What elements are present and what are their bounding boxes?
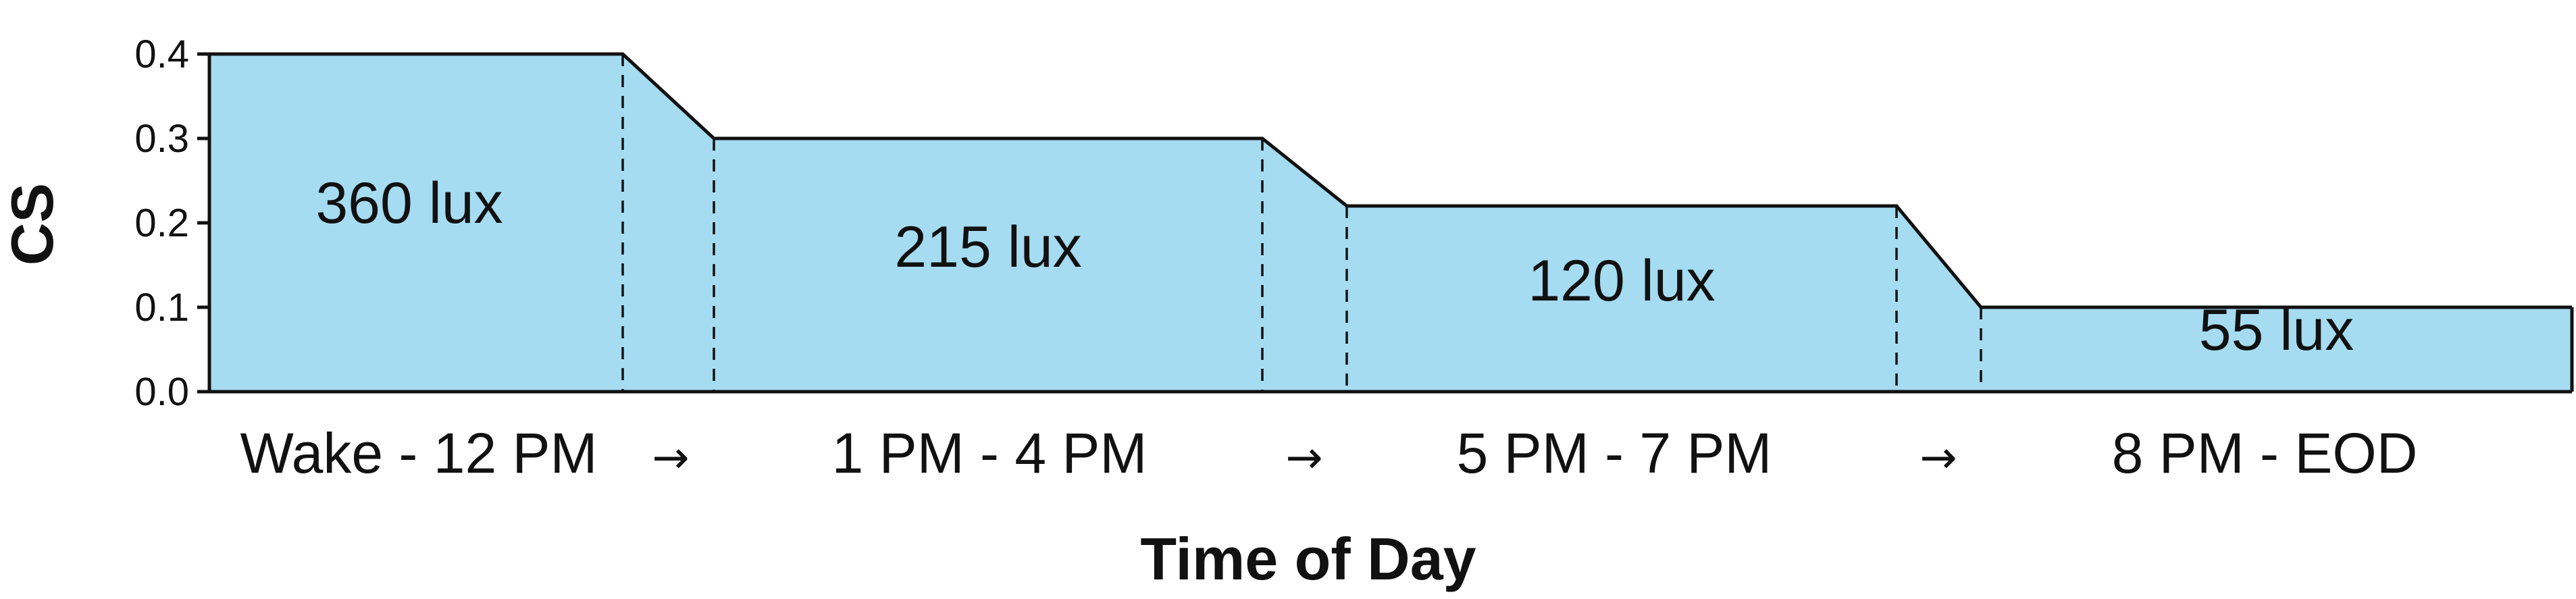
- y-axis-title: CS: [0, 183, 66, 265]
- transition-arrow: →: [1920, 432, 1957, 484]
- y-axis: 0.0 0.1 0.2 0.3 0.4: [134, 32, 211, 414]
- lux-label: 55 lux: [2199, 298, 2354, 363]
- x-axis-title: Time of Day: [1140, 525, 1476, 592]
- y-tick-label: 0.0: [134, 370, 189, 414]
- x-category-label: 8 PM - EOD: [2112, 421, 2418, 485]
- x-category-label: 1 PM - 4 PM: [832, 421, 1148, 485]
- y-tick-label: 0.2: [134, 201, 189, 245]
- cs-line: [209, 52, 2572, 309]
- divider-layer: [621, 54, 1982, 392]
- y-tick-label: 0.3: [134, 117, 189, 161]
- transition-arrow: →: [652, 432, 689, 484]
- x-category-label: Wake - 12 PM: [240, 421, 597, 485]
- y-tick-label: 0.4: [134, 32, 189, 76]
- lux-label: 120 lux: [1528, 249, 1715, 313]
- lux-label: 360 lux: [315, 171, 503, 236]
- label-layer: 360 lux 215 lux 120 lux 55 lux Wake - 12 PM 1…: [240, 171, 2417, 485]
- y-tick-label: 0.1: [134, 286, 189, 330]
- lux-label: 215 lux: [894, 215, 1081, 280]
- x-category-label: 5 PM - 7 PM: [1457, 421, 1772, 485]
- transition-arrow: →: [1285, 432, 1322, 484]
